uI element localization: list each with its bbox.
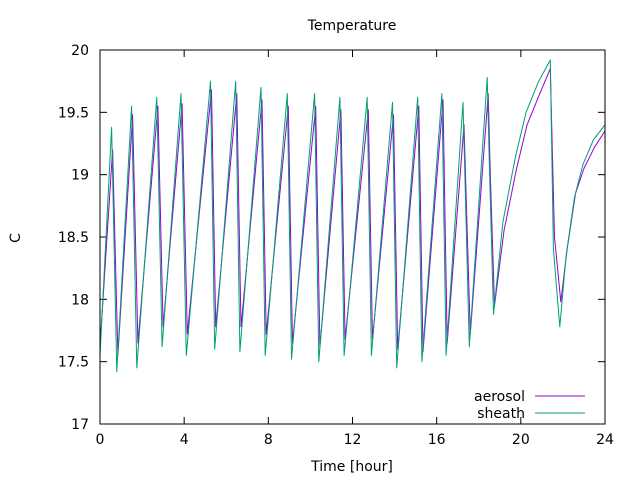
y-tick-label: 18.5 (58, 230, 89, 246)
y-axis-label: C (8, 233, 24, 243)
legend-label-aerosol: aerosol (474, 389, 525, 405)
y-tick-label: 17.5 (58, 355, 89, 371)
y-tick-label: 17 (71, 417, 89, 433)
x-axis-label: Time [hour] (310, 459, 393, 475)
x-tick-label: 0 (96, 432, 105, 448)
series-line-aerosol (99, 68, 606, 356)
y-tick-label: 18 (71, 292, 89, 308)
y-tick-label: 19 (71, 168, 89, 184)
x-tick-label: 4 (180, 432, 189, 448)
x-tick-label: 12 (344, 432, 362, 448)
y-tick-label: 20 (71, 43, 89, 59)
x-tick-label: 20 (512, 432, 530, 448)
axis-ticks: 0 4 8 12 16 20 24 17 17.5 18 18.5 19 19.5 20 (58, 43, 614, 448)
x-tick-label: 24 (596, 432, 614, 448)
series-line-sheath (99, 59, 606, 373)
y-tick-label: 19.5 (58, 105, 89, 121)
series-layer (99, 59, 606, 373)
x-tick-label: 16 (428, 432, 446, 448)
legend-label-sheath: sheath (477, 406, 525, 422)
chart-title: Temperature (307, 18, 397, 34)
x-tick-label: 8 (264, 432, 273, 448)
plot-frame (99, 49, 606, 425)
